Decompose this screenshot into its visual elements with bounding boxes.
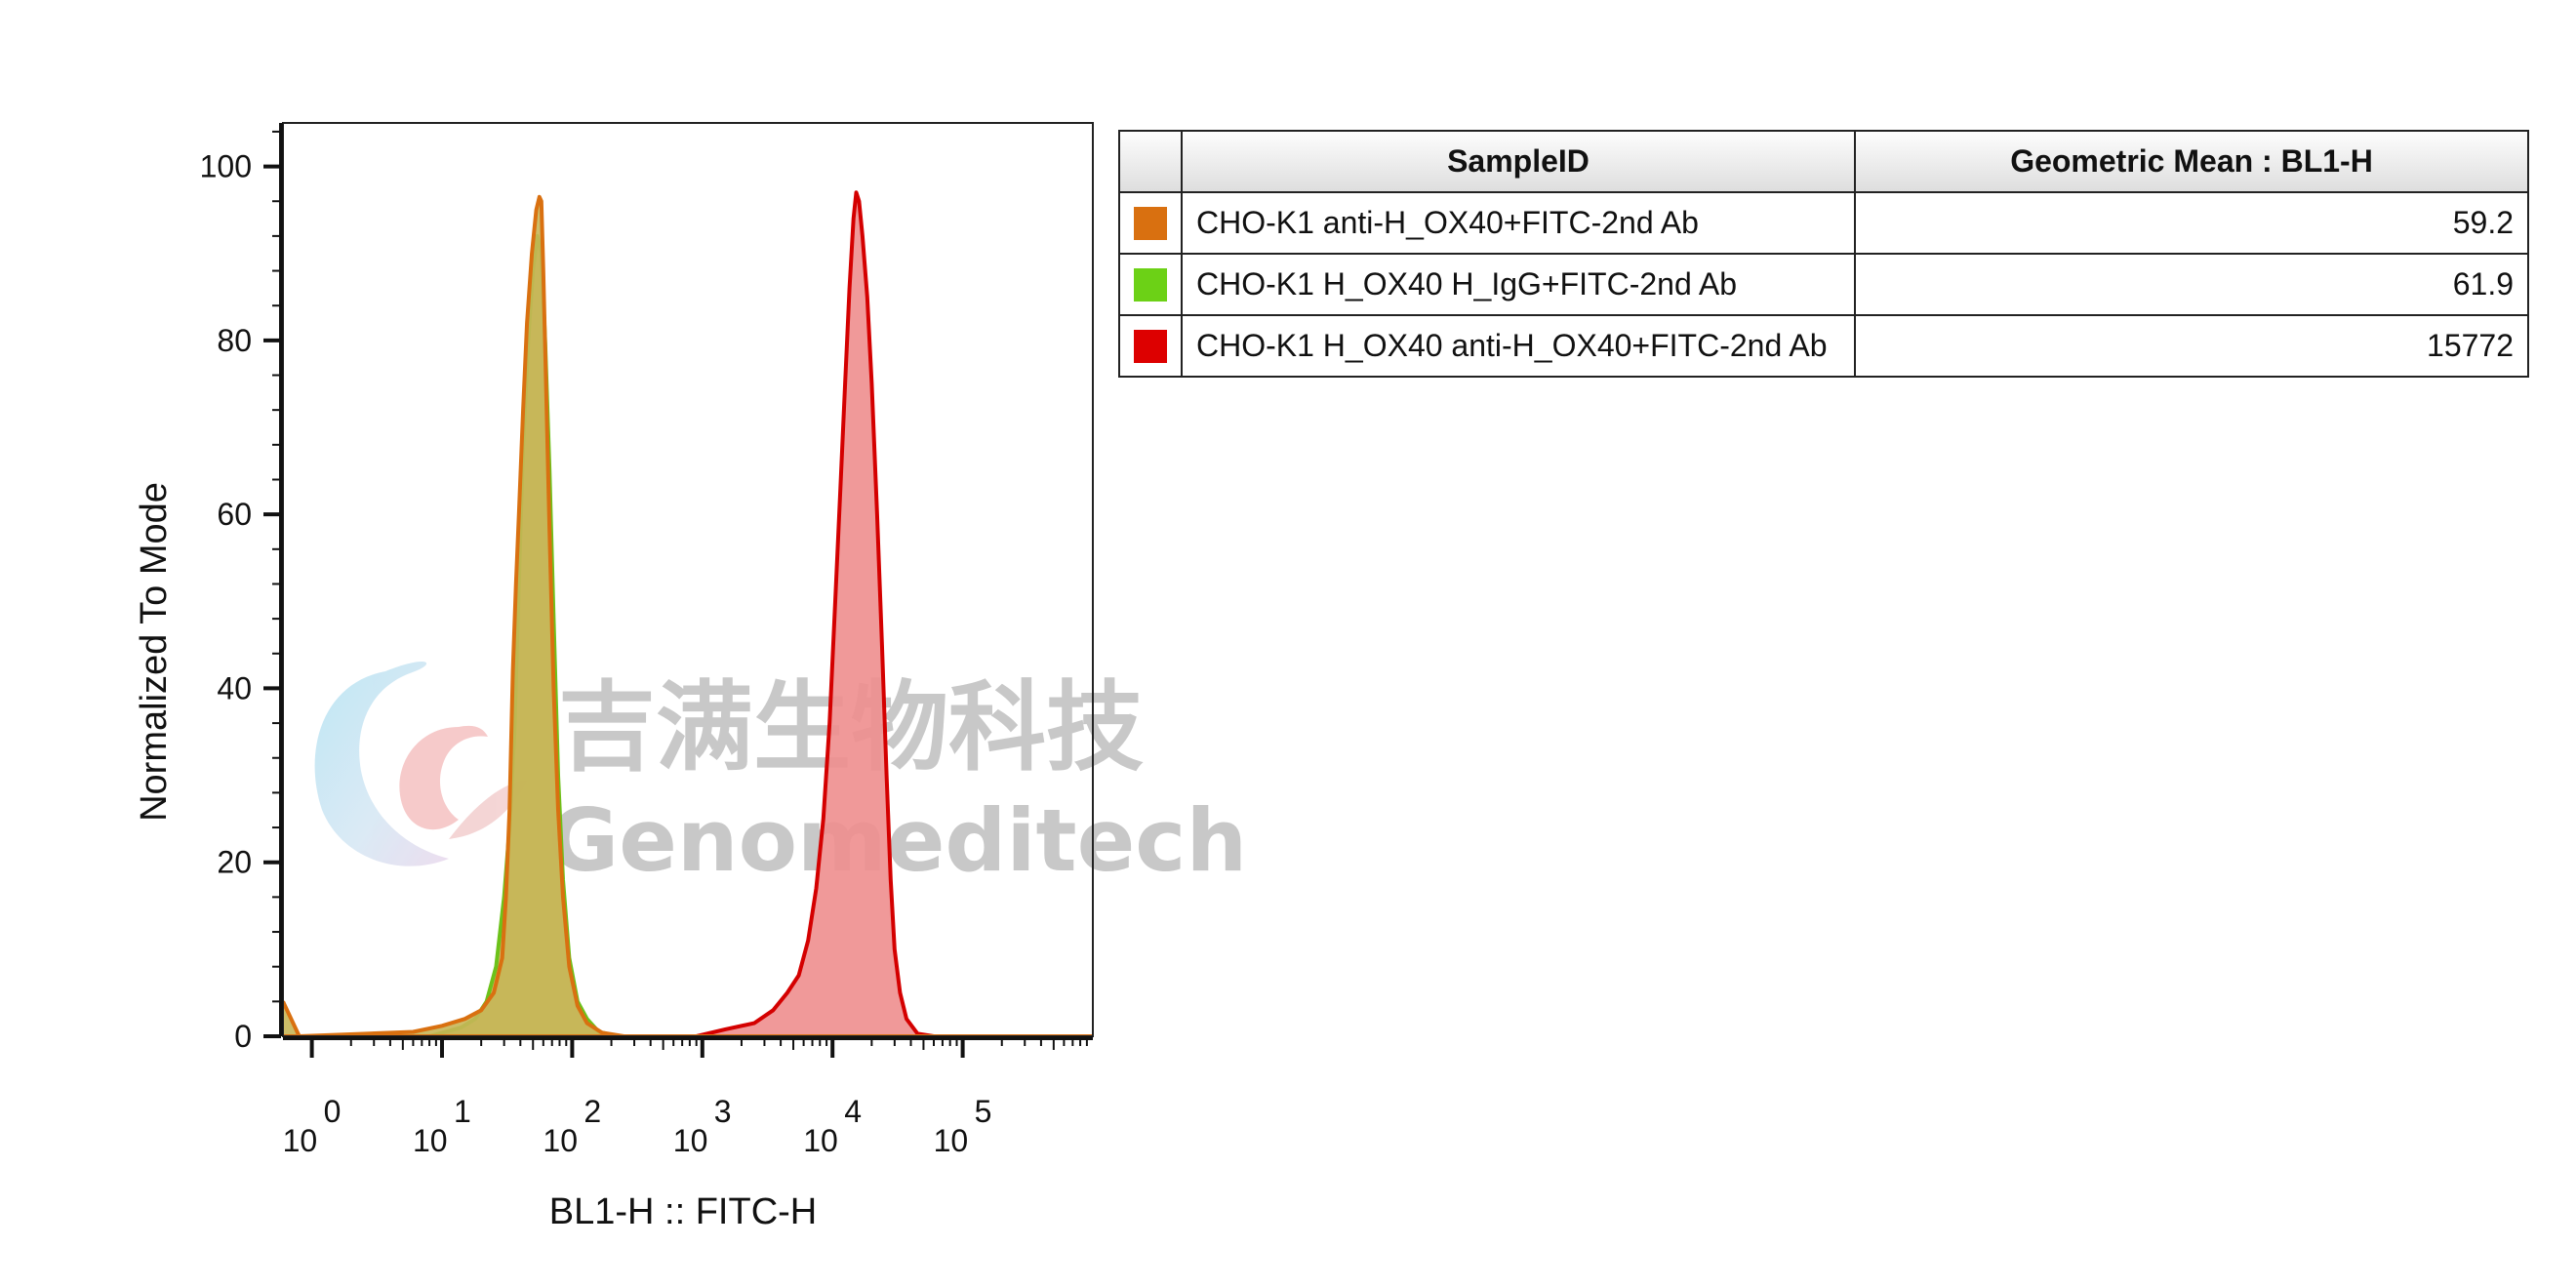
legend-row: CHO-K1 H_OX40 anti-H_OX40+FITC-2nd Ab 15… bbox=[1118, 314, 2529, 378]
legend-swatch-red bbox=[1134, 329, 1167, 363]
legend-row: CHO-K1 H_OX40 H_IgG+FITC-2nd Ab 61.9 bbox=[1118, 253, 2529, 316]
legend-header-sampleid: SampleID bbox=[1181, 130, 1856, 193]
x-tick-exponent: 0 bbox=[324, 1094, 342, 1129]
watermark-logo bbox=[314, 662, 527, 866]
x-axis-title: BL1-H :: FITC-H bbox=[549, 1191, 817, 1232]
x-tick-exponent: 3 bbox=[714, 1094, 732, 1129]
x-tick-base: 10 bbox=[543, 1123, 578, 1158]
y-tick-label: 0 bbox=[234, 1019, 252, 1054]
x-tick-exponent: 4 bbox=[844, 1094, 862, 1129]
series-area-2 bbox=[283, 196, 624, 1037]
series-area-0 bbox=[696, 192, 934, 1037]
watermark-en: Genomeditech bbox=[548, 790, 1247, 891]
legend-row: CHO-K1 anti-H_OX40+FITC-2nd Ab 59.2 bbox=[1118, 191, 2529, 255]
x-tick-base: 10 bbox=[673, 1123, 708, 1158]
y-tick-label: 40 bbox=[217, 670, 252, 705]
x-tick-base: 10 bbox=[283, 1123, 318, 1158]
series-line-0 bbox=[696, 190, 935, 1038]
legend-table: SampleID Geometric Mean : BL1-H CHO-K1 a… bbox=[1118, 130, 2529, 378]
legend-header-swatch bbox=[1118, 130, 1183, 193]
legend-swatch-green bbox=[1134, 267, 1167, 302]
series-line-2 bbox=[281, 194, 624, 1038]
legend-header-geomean: Geometric Mean : BL1-H bbox=[1854, 130, 2529, 193]
y-axis-title: Normalized To Mode bbox=[134, 482, 175, 822]
plot-frame bbox=[282, 122, 1094, 1037]
legend-geomean-value: 61.9 bbox=[1854, 253, 2529, 316]
y-tick-label: 80 bbox=[217, 323, 252, 358]
x-tick-exponent: 1 bbox=[454, 1094, 471, 1129]
legend-header-row: SampleID Geometric Mean : BL1-H bbox=[1118, 130, 2529, 193]
y-tick-label: 100 bbox=[200, 149, 252, 184]
x-tick-base: 10 bbox=[934, 1123, 969, 1158]
x-tick-exponent: 2 bbox=[584, 1094, 601, 1129]
legend-geomean-value: 59.2 bbox=[1854, 191, 2529, 255]
x-tick-base: 10 bbox=[803, 1123, 838, 1158]
legend-sample-name: CHO-K1 H_OX40 H_IgG+FITC-2nd Ab bbox=[1181, 253, 1856, 316]
legend-sample-name: CHO-K1 anti-H_OX40+FITC-2nd Ab bbox=[1181, 191, 1856, 255]
x-tick-exponent: 5 bbox=[975, 1094, 992, 1129]
x-tick-base: 10 bbox=[413, 1123, 448, 1158]
legend-swatch-orange bbox=[1134, 206, 1167, 240]
legend-sample-name: CHO-K1 H_OX40 anti-H_OX40+FITC-2nd Ab bbox=[1181, 314, 1856, 378]
y-tick-label: 20 bbox=[217, 845, 252, 880]
plot-area bbox=[281, 190, 1093, 1038]
legend-geomean-value: 15772 bbox=[1854, 314, 2529, 378]
y-tick-label: 60 bbox=[217, 497, 252, 532]
